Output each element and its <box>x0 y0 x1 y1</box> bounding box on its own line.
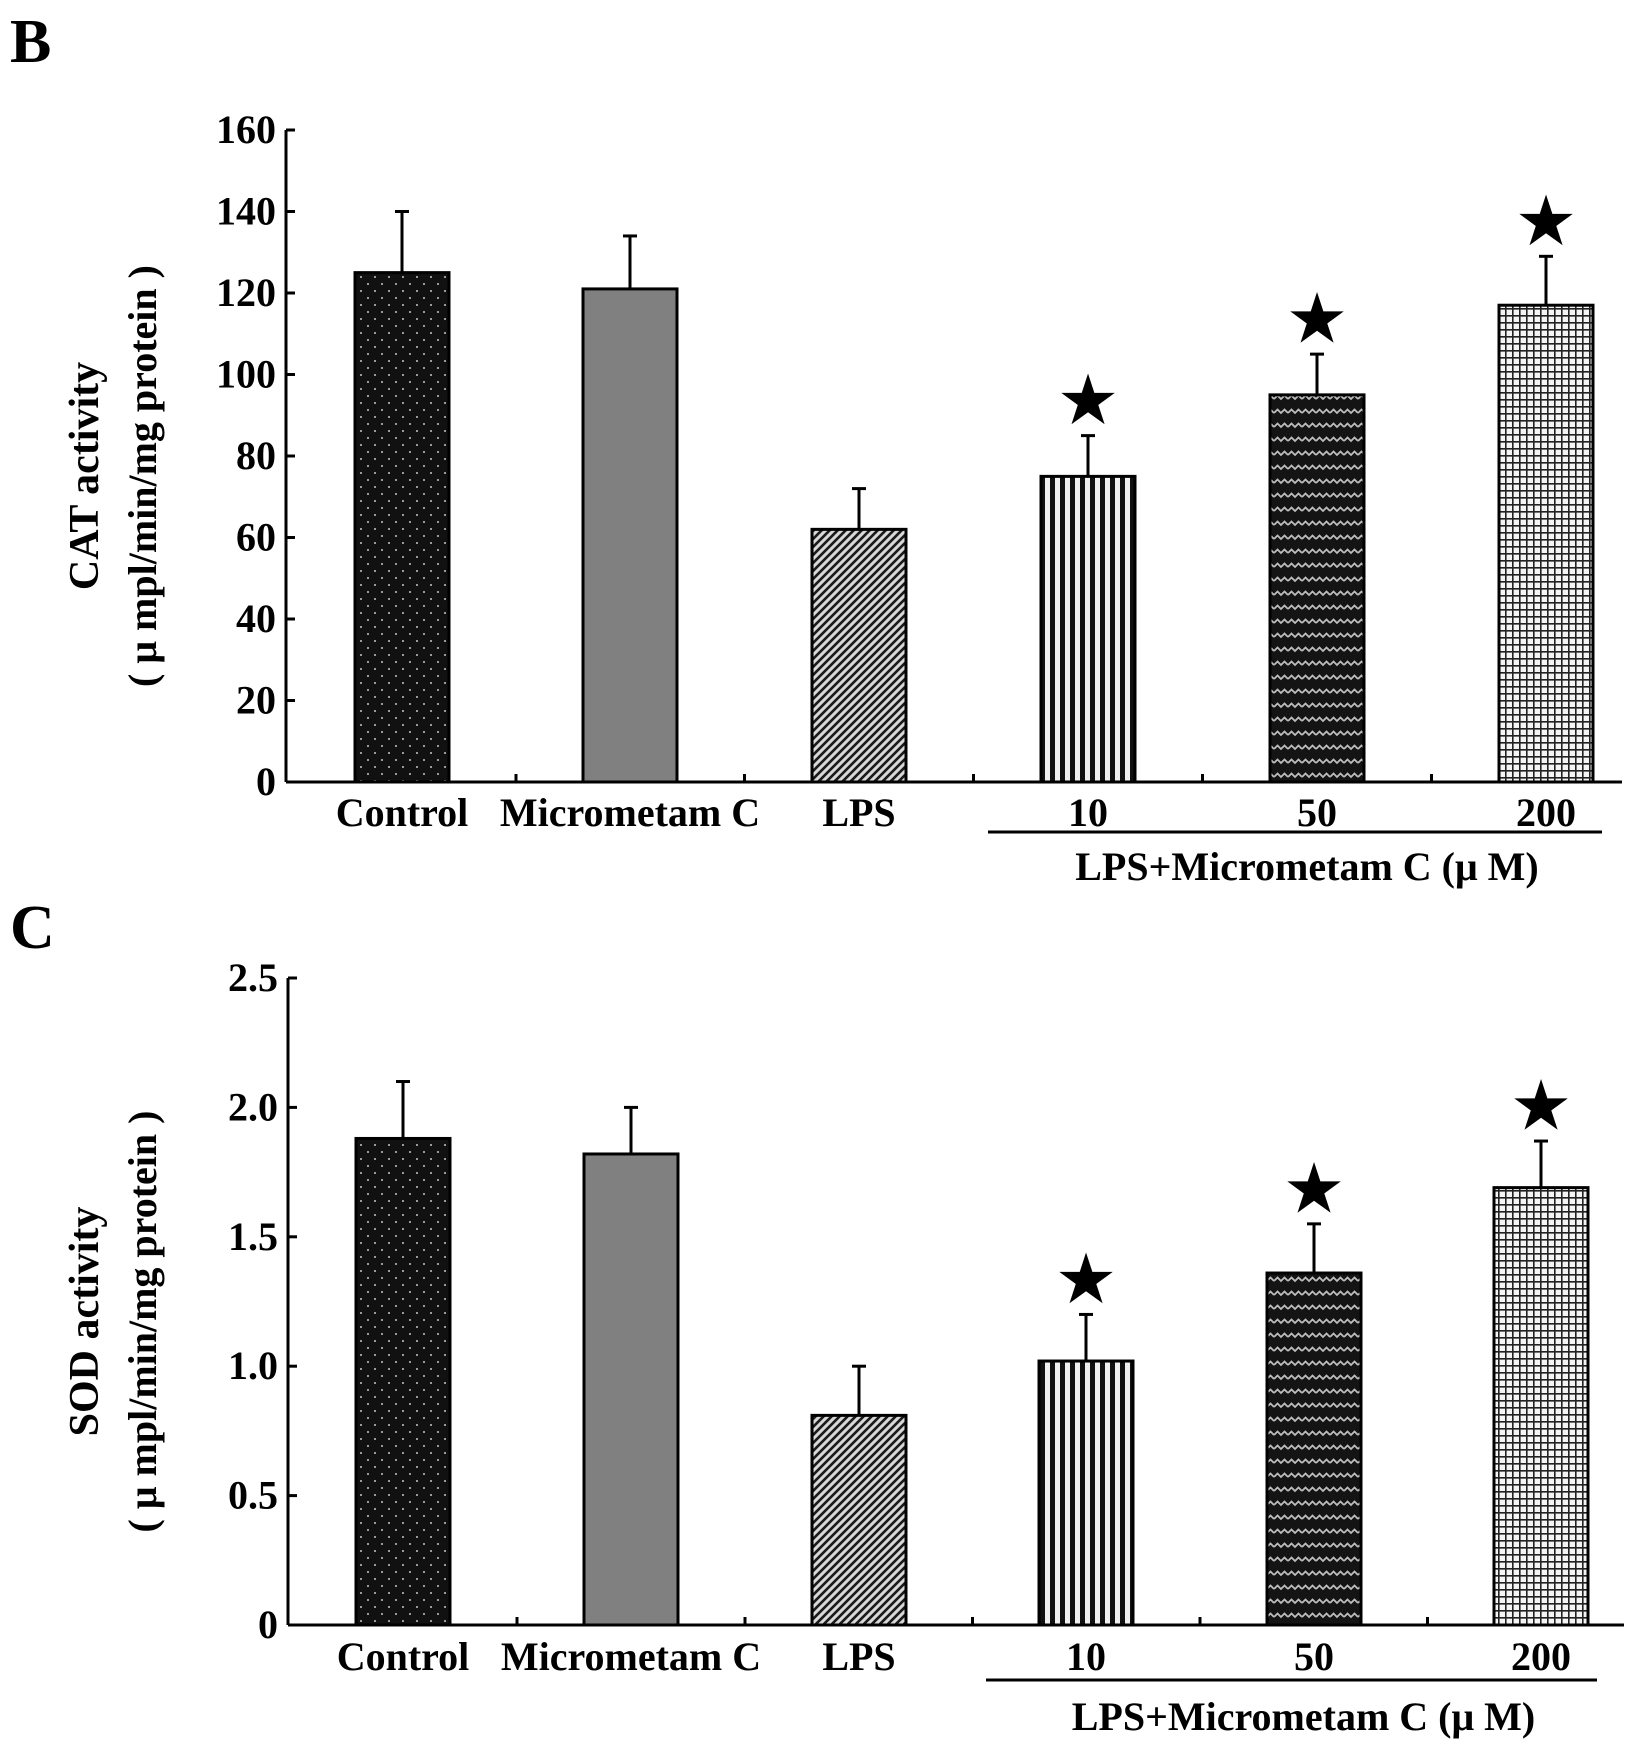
y-tick-label: 120 <box>216 270 276 315</box>
y-tick-label: 0 <box>258 1602 278 1647</box>
y-tick-label: 160 <box>216 107 276 152</box>
significance-star: ★ <box>1286 1156 1342 1224</box>
y-axis-title: CAT activity <box>62 362 108 590</box>
x-tick-label: 50 <box>1297 790 1337 835</box>
panel-letter: B <box>10 8 51 76</box>
bar-lps <box>810 1413 908 1627</box>
group-label: LPS+Micrometam C (μ M) <box>1075 844 1538 889</box>
bar-lps <box>810 527 908 784</box>
y-tick-label: 1.0 <box>228 1343 278 1388</box>
y-tick-label: 0.5 <box>228 1473 278 1518</box>
y-tick-label: 20 <box>236 678 276 723</box>
x-tick-label: LPS <box>822 1634 895 1679</box>
y-tick-label: 2.5 <box>228 955 278 1000</box>
x-tick-label: 200 <box>1516 790 1576 835</box>
bar-micrometam-c <box>582 1152 680 1627</box>
panel-b-chart: B ★ ★ ★ 0 20 40 60 80 100 120 140 160 Control Micromet… <box>10 8 1622 889</box>
y-axis-unit: ( μ mpl/min/mg protein ) <box>120 265 165 687</box>
x-tick-label: Micrometam C <box>501 1634 761 1679</box>
significance-star: ★ <box>1060 368 1116 436</box>
bar-control <box>353 271 451 784</box>
y-tick-label: 1.5 <box>228 1214 278 1259</box>
y-tick-label: 0 <box>256 759 276 804</box>
significance-star: ★ <box>1289 286 1345 354</box>
significance-star: ★ <box>1513 1073 1569 1141</box>
y-tick-label: 80 <box>236 433 276 478</box>
panel-letter: C <box>10 894 55 962</box>
significance-star: ★ <box>1518 188 1574 256</box>
bar-micrometam-c <box>581 287 679 784</box>
y-tick-label: 100 <box>216 352 276 397</box>
bar-200 <box>1492 1186 1590 1627</box>
x-tick-label: 10 <box>1068 790 1108 835</box>
bar-50 <box>1268 393 1366 784</box>
bar-control <box>354 1136 452 1627</box>
x-tick-label: 50 <box>1294 1634 1334 1679</box>
bar-10 <box>1037 1359 1135 1627</box>
x-tick-label: LPS <box>822 790 895 835</box>
x-tick-label: Control <box>336 790 469 835</box>
bar-200 <box>1497 303 1595 784</box>
x-tick-label: Micrometam C <box>500 790 760 835</box>
y-tick-label: 60 <box>236 515 276 560</box>
y-axis-unit: ( μ mpl/min/mg protein ) <box>120 1111 165 1533</box>
x-tick-label: Control <box>337 1634 470 1679</box>
group-label: LPS+Micrometam C (μ M) <box>1072 1694 1535 1739</box>
x-tick-label: 200 <box>1511 1634 1571 1679</box>
y-tick-label: 2.0 <box>228 1084 278 1129</box>
bar-50 <box>1265 1271 1363 1627</box>
x-tick-label: 10 <box>1066 1634 1106 1679</box>
y-tick-label: 140 <box>216 189 276 234</box>
bar-10 <box>1039 474 1137 784</box>
y-axis-title: SOD activity <box>62 1207 108 1437</box>
panel-c-chart: C ★ ★ ★ 0 0.5 1.0 1.5 2.0 2.5 Control Micrometam C L… <box>10 894 1624 1739</box>
significance-star: ★ <box>1058 1246 1114 1314</box>
y-tick-label: 40 <box>236 596 276 641</box>
